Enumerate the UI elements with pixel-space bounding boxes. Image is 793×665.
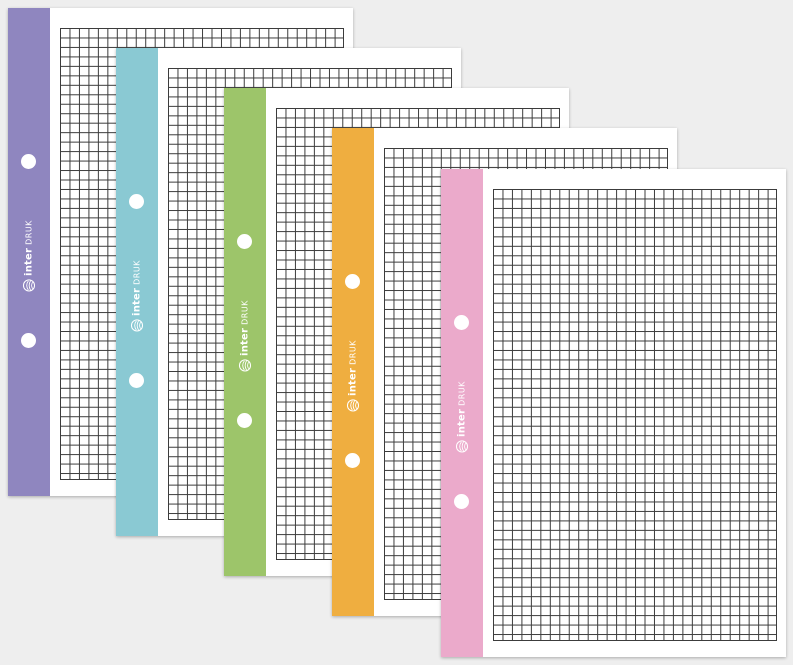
- punch-hole: [345, 453, 360, 468]
- colored-binding-strip: inter DRUK: [441, 169, 483, 657]
- brand-name-druk: DRUK: [348, 340, 358, 365]
- punch-hole: [21, 154, 36, 169]
- colored-binding-strip: inter DRUK: [116, 48, 158, 536]
- globe-logo-icon: [346, 399, 360, 412]
- punch-hole: [345, 274, 360, 289]
- punch-hole: [454, 494, 469, 509]
- punch-hole: [129, 194, 144, 209]
- punch-hole: [129, 373, 144, 388]
- brand-logo-group: inter DRUK: [455, 381, 469, 453]
- brand-logo-group: inter DRUK: [346, 340, 360, 412]
- globe-logo-icon: [238, 359, 252, 372]
- punch-hole: [237, 413, 252, 428]
- brand-name-druk: DRUK: [24, 220, 34, 245]
- brand-logo-group: inter DRUK: [22, 220, 36, 292]
- colored-binding-strip: inter DRUK: [332, 128, 374, 616]
- punch-hole: [237, 234, 252, 249]
- colored-binding-strip: inter DRUK: [8, 8, 50, 496]
- brand-logo-group: inter DRUK: [238, 300, 252, 372]
- globe-logo-icon: [22, 279, 36, 292]
- globe-logo-icon: [130, 319, 144, 332]
- brand-name-inter: inter: [239, 327, 251, 356]
- globe-logo-icon: [455, 440, 469, 453]
- brand-name-druk: DRUK: [457, 381, 467, 406]
- brand-name-inter: inter: [347, 367, 359, 396]
- punch-hole: [21, 333, 36, 348]
- square-grid: [493, 189, 777, 641]
- brand-logo-group: inter DRUK: [130, 260, 144, 332]
- brand-name-druk: DRUK: [240, 300, 250, 325]
- colored-binding-strip: inter DRUK: [224, 88, 266, 576]
- graph-paper-sheet: inter DRUK: [441, 169, 786, 657]
- brand-name-inter: inter: [456, 408, 468, 437]
- brand-name-druk: DRUK: [132, 260, 142, 285]
- brand-name-inter: inter: [131, 287, 143, 316]
- brand-name-inter: inter: [23, 247, 35, 276]
- punch-hole: [454, 315, 469, 330]
